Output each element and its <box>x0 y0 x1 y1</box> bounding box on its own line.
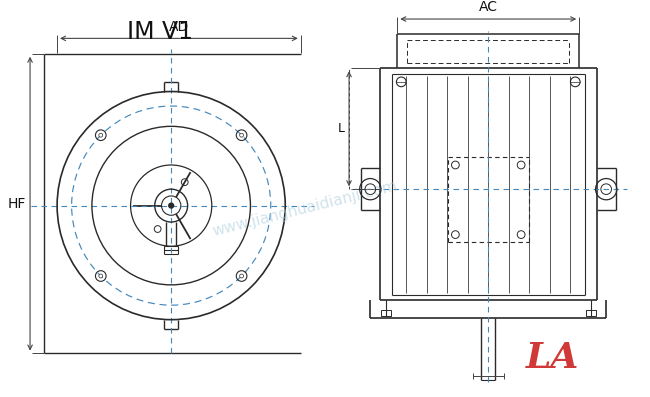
Circle shape <box>240 274 244 278</box>
Text: AC: AC <box>479 0 498 14</box>
Bar <box>586 310 595 316</box>
Bar <box>381 310 391 316</box>
Circle shape <box>240 133 244 137</box>
Text: www.jianghuaidianji.com: www.jianghuaidianji.com <box>211 178 398 239</box>
Circle shape <box>99 274 103 278</box>
Circle shape <box>99 133 103 137</box>
Text: HF: HF <box>8 197 26 211</box>
Text: AD: AD <box>169 19 189 33</box>
Text: LA: LA <box>525 341 578 375</box>
Text: IM V1: IM V1 <box>127 19 192 44</box>
Text: L: L <box>338 122 345 135</box>
Circle shape <box>169 203 174 208</box>
